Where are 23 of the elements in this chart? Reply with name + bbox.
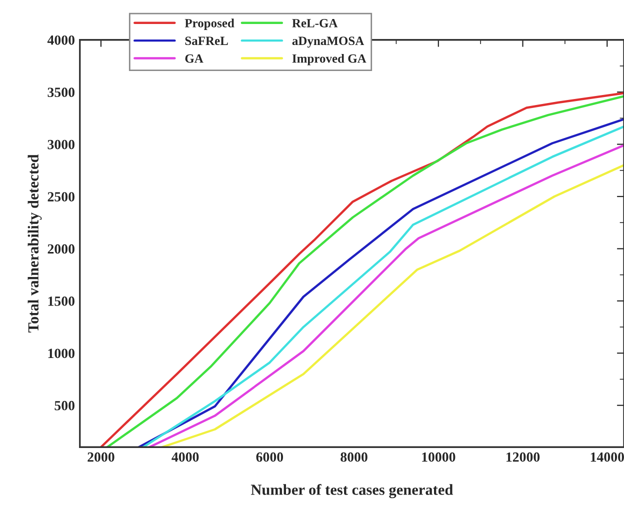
x-tick-label: 12000 — [506, 452, 540, 462]
x-tick-label: 6000 — [256, 452, 284, 462]
legend-label: aDynaMOSA — [292, 36, 364, 48]
legend-label: ReL-GA — [292, 19, 338, 28]
y-tick-label: 1500 — [48, 296, 74, 306]
y-tick-label: 1000 — [48, 348, 74, 358]
y-tick-label: 3000 — [48, 140, 74, 150]
x-tick-label: 14000 — [590, 452, 624, 462]
x-tick-label: 2000 — [88, 452, 114, 462]
y-axis-title: Total valnerability detected — [28, 154, 42, 333]
y-tick-label: 2500 — [48, 192, 74, 202]
legend-label: SaFReL — [185, 36, 228, 46]
y-tick-label: 4000 — [47, 35, 74, 45]
legend-label: Proposed — [184, 18, 234, 30]
x-tick-label: 10000 — [422, 452, 456, 462]
x-tick-label: 4000 — [172, 452, 199, 462]
y-tick-label: 3500 — [48, 88, 74, 98]
x-axis-title: Number of test cases generated — [250, 484, 454, 498]
y-tick-label: 2000 — [48, 244, 74, 254]
y-tick-label: 500 — [54, 400, 74, 410]
legend-label: GA — [185, 54, 204, 63]
legend-label: Improved GA — [292, 54, 366, 66]
x-tick-label: 8000 — [340, 452, 368, 462]
